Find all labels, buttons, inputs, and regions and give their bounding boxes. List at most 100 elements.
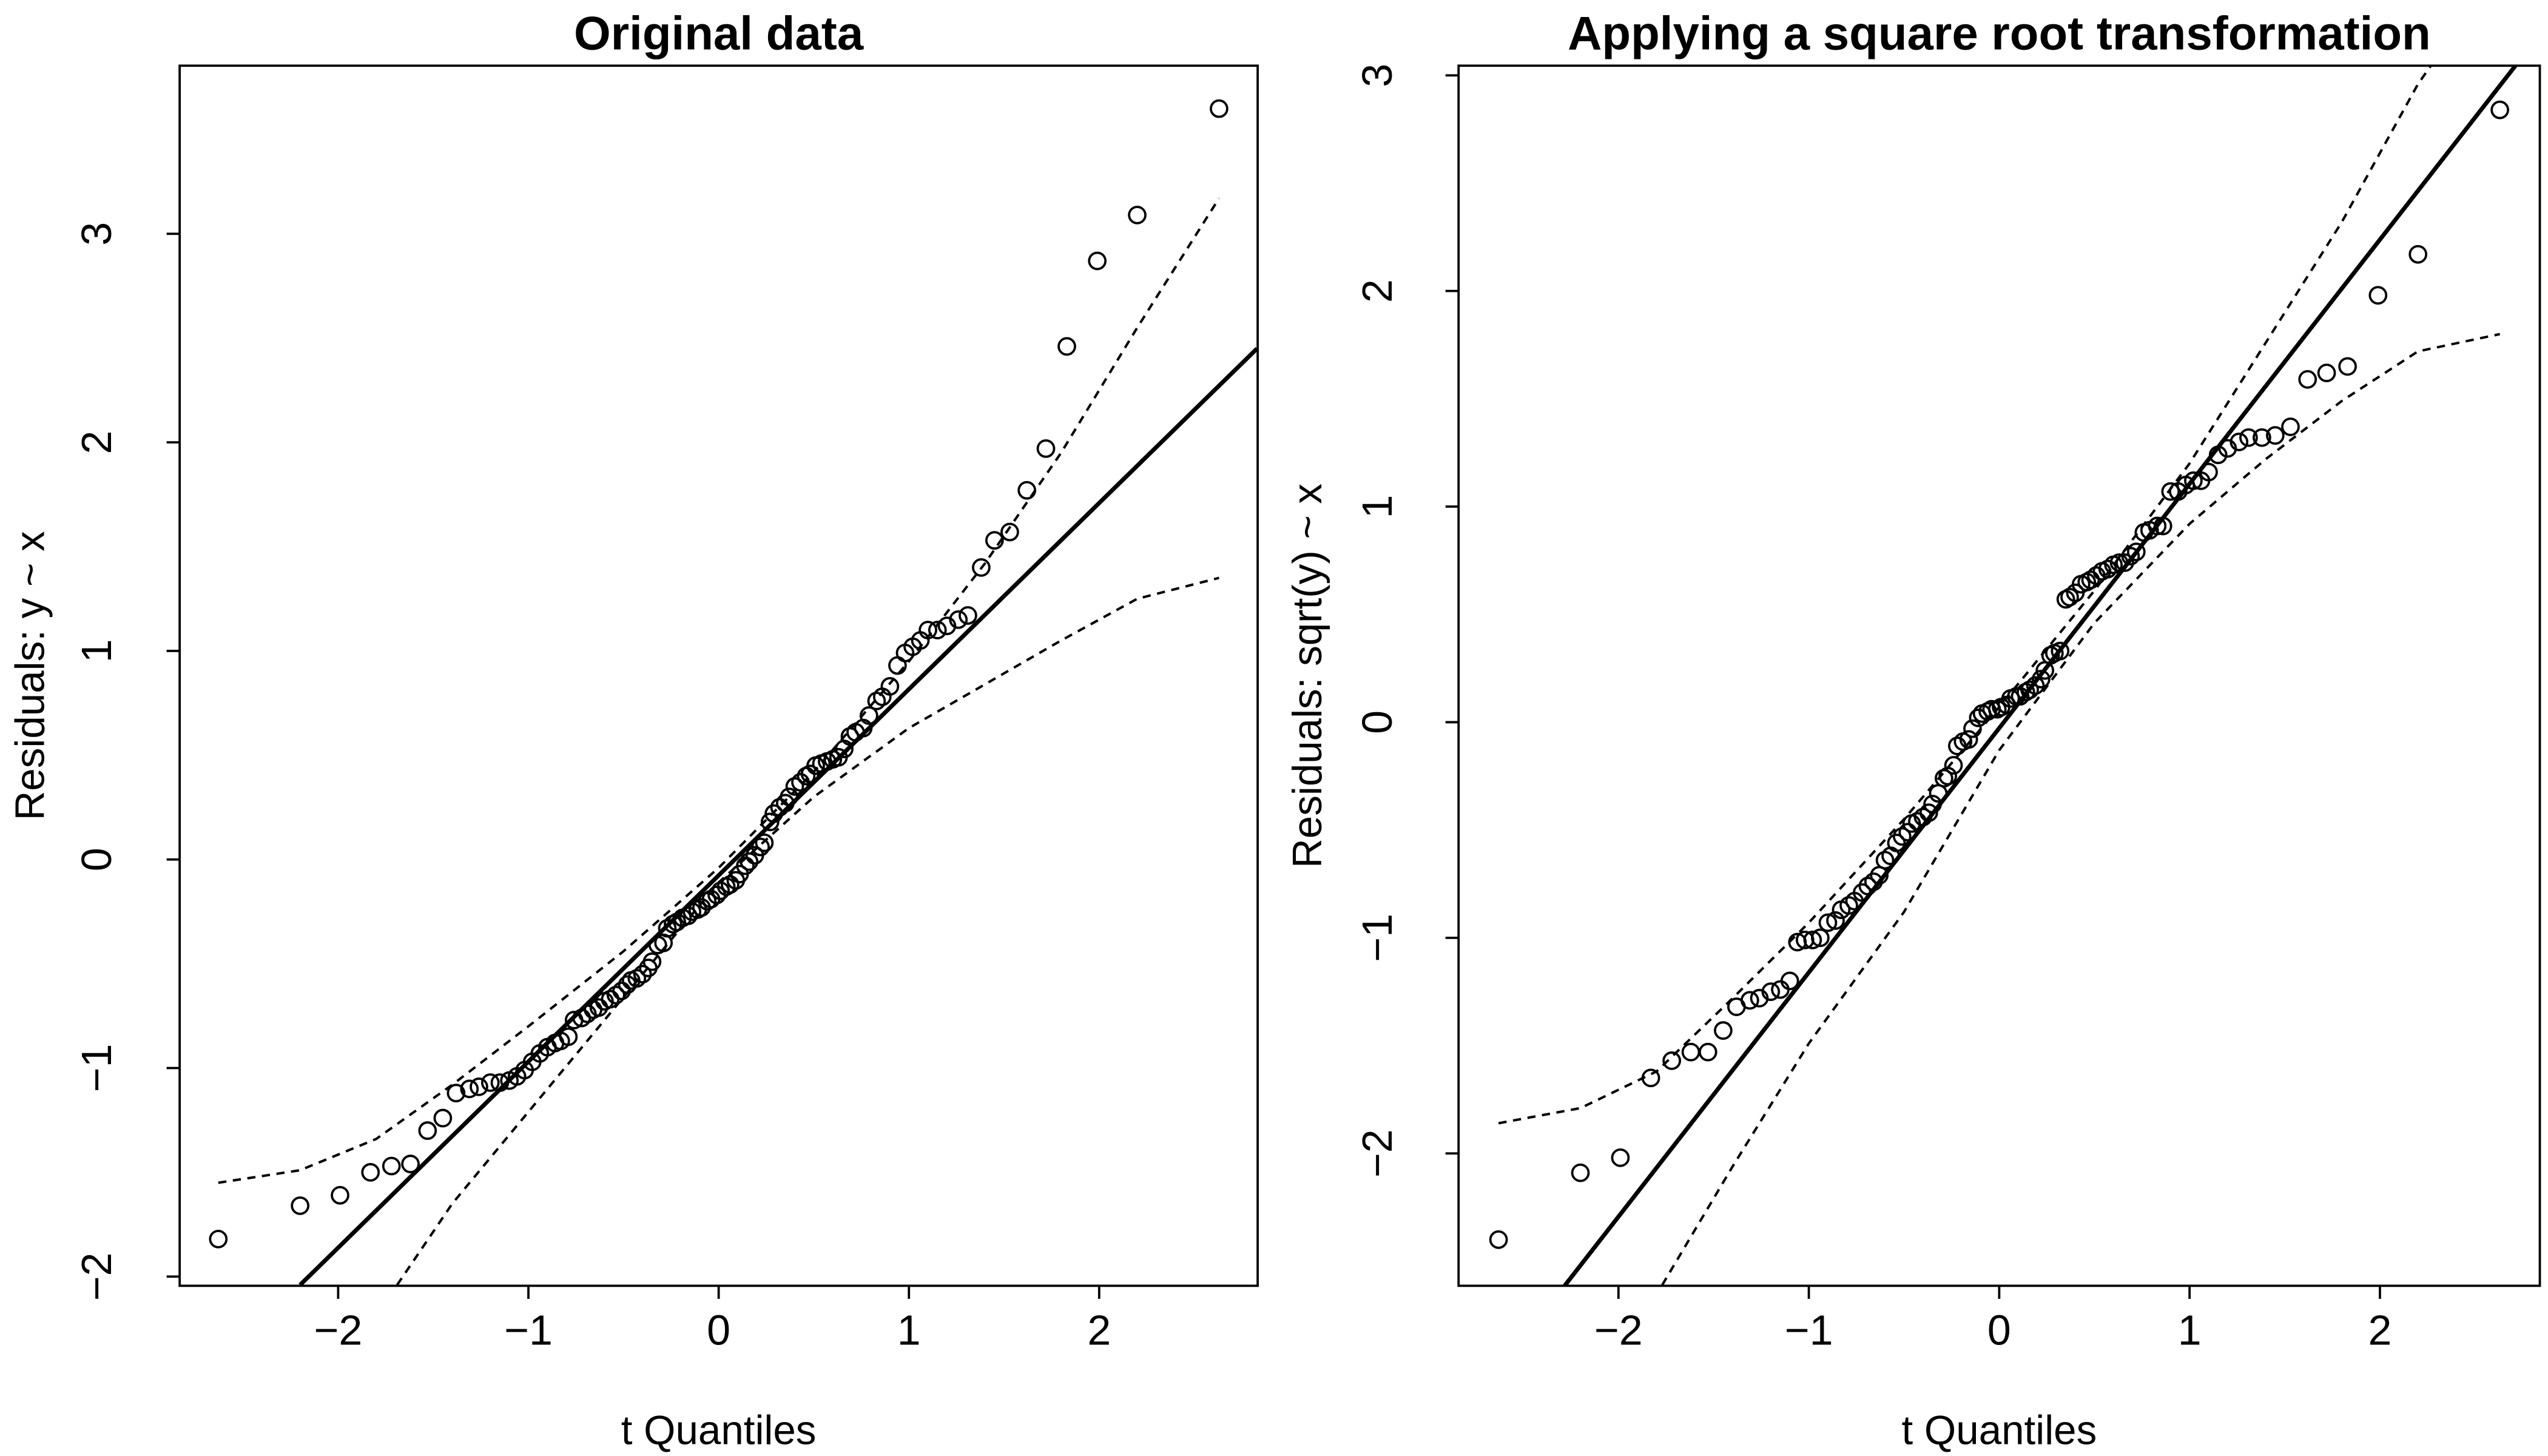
- point: [1571, 1163, 1590, 1182]
- x-tick-label: −1: [504, 1306, 553, 1353]
- y-tick-label: −1: [73, 1044, 120, 1093]
- point: [2010, 687, 2030, 706]
- point: [736, 856, 755, 875]
- point: [1681, 1042, 1700, 1062]
- point: [2121, 547, 2140, 566]
- point: [1839, 896, 1858, 915]
- point: [2253, 428, 2271, 447]
- point: [1641, 1068, 1660, 1088]
- confidence-envelope: [1661, 332, 2501, 1286]
- point: [2239, 428, 2258, 447]
- point: [433, 1108, 453, 1128]
- point: [480, 1073, 500, 1092]
- y-tick-label: 1: [1353, 495, 1401, 519]
- point: [928, 621, 947, 639]
- point: [1128, 206, 1147, 224]
- point: [612, 981, 632, 1000]
- point: [2317, 363, 2336, 383]
- point: [361, 1163, 380, 1182]
- chart-title: Applying a square root transformation: [1568, 6, 2431, 59]
- point: [2208, 445, 2228, 465]
- point: [2148, 516, 2167, 536]
- y-tick-label: 0: [73, 848, 120, 871]
- point: [470, 1077, 488, 1096]
- point: [860, 706, 878, 725]
- point: [1698, 1042, 1717, 1062]
- point: [382, 1156, 401, 1176]
- point: [1913, 807, 1933, 827]
- x-tick-label: 2: [1087, 1306, 1111, 1353]
- point: [1036, 439, 1056, 458]
- point: [1858, 877, 1878, 895]
- chart-title: Original data: [574, 6, 864, 59]
- point: [1761, 982, 1781, 1002]
- point: [2281, 417, 2300, 436]
- point: [1088, 251, 1107, 271]
- point: [679, 906, 698, 925]
- point: [764, 804, 783, 823]
- point: [1853, 883, 1872, 902]
- y-tick-label: 2: [1353, 279, 1401, 303]
- point: [460, 1079, 479, 1099]
- reference-line: [298, 346, 1258, 1286]
- point: [1780, 971, 1799, 991]
- point: [2408, 244, 2428, 264]
- point: [918, 621, 937, 639]
- point: [1662, 1051, 1682, 1070]
- plot-area: [1489, 66, 2518, 1286]
- point: [2368, 286, 2388, 305]
- x-tick-label: 0: [1987, 1306, 2011, 1353]
- point: [2298, 370, 2317, 389]
- point: [490, 1073, 510, 1092]
- point: [2126, 542, 2146, 562]
- point: [2230, 433, 2249, 451]
- point: [1803, 931, 1822, 949]
- point: [840, 727, 860, 746]
- point: [2115, 553, 2134, 572]
- point: [1826, 911, 1845, 930]
- point: [949, 610, 968, 629]
- point: [627, 969, 647, 988]
- point: [1818, 913, 1838, 932]
- point: [780, 787, 798, 806]
- point: [985, 531, 1004, 550]
- point: [751, 837, 770, 857]
- y-tick-label: 1: [73, 639, 120, 662]
- y-tick-label: 0: [1353, 710, 1401, 734]
- y-tick-label: 2: [73, 431, 120, 454]
- point: [972, 558, 991, 577]
- x-tick-label: −1: [1785, 1306, 1833, 1353]
- x-tick-label: 1: [2178, 1306, 2202, 1353]
- point: [1938, 766, 1958, 786]
- point: [1923, 795, 1942, 814]
- point: [2490, 100, 2509, 120]
- point: [711, 881, 730, 900]
- y-tick-label: −2: [73, 1252, 120, 1301]
- point: [1887, 834, 1906, 852]
- point: [1000, 522, 1019, 542]
- point: [2184, 471, 2203, 490]
- plot-frame: [178, 64, 1259, 1287]
- point: [633, 965, 652, 984]
- point: [1875, 851, 1895, 870]
- point: [1864, 872, 1883, 891]
- point: [447, 1084, 466, 1103]
- x-tick-label: 2: [2368, 1306, 2391, 1353]
- point: [606, 985, 625, 1005]
- y-tick-label: −1: [1353, 914, 1401, 962]
- point: [1963, 719, 1982, 738]
- point: [331, 1185, 349, 1205]
- point: [2032, 670, 2051, 689]
- x-tick-label: 1: [897, 1306, 921, 1353]
- point: [418, 1121, 437, 1140]
- point: [2060, 587, 2079, 607]
- point: [291, 1196, 310, 1215]
- confidence-envelope: [218, 197, 1221, 1184]
- y-tick-label: 3: [1353, 64, 1401, 87]
- point: [1919, 803, 1938, 823]
- point: [1811, 928, 1830, 948]
- point: [785, 777, 804, 796]
- x-axis-label: t Quantiles: [621, 1408, 817, 1454]
